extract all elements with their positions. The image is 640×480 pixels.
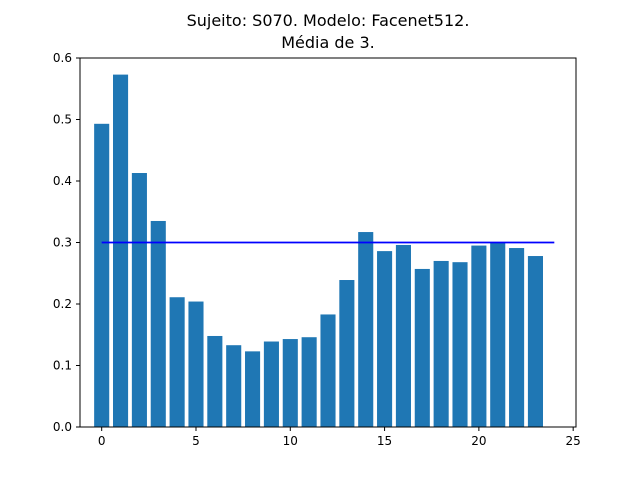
bar-19 [452,262,468,427]
x-tick-label: 10 [283,434,298,448]
x-tick-label: 15 [377,434,392,448]
bar-14 [358,232,374,427]
y-tick-label: 0.6 [53,51,72,65]
bar-4 [169,297,185,427]
bar-6 [207,335,223,427]
bar-21 [490,242,506,427]
bar-15 [377,251,393,427]
x-tick-label: 5 [192,434,200,448]
bar-7 [226,345,242,427]
chart-title-line-1: Sujeito: S070. Modelo: Facenet512. [186,11,470,30]
bar-18 [433,260,449,427]
bar-13 [339,280,355,427]
bar-1 [113,74,129,427]
y-tick-label: 0.3 [53,236,72,250]
bar-23 [527,256,543,427]
bar-2 [131,173,147,427]
bar-10 [282,339,298,427]
bar-series [94,74,543,428]
bar-8 [245,351,261,427]
chart-title-line-2: Média de 3. [281,33,375,52]
y-tick-label: 0.1 [53,359,72,373]
y-tick-label: 0.0 [53,420,72,434]
bar-9 [263,341,279,427]
y-axis-ticks: 0.0 0.1 0.2 0.3 0.4 0.5 0.6 [53,51,80,434]
bar-17 [414,268,430,427]
bar-5 [188,301,204,427]
bar-3 [150,220,166,427]
x-tick-label: 20 [471,434,486,448]
bar-20 [471,245,487,427]
x-tick-label: 25 [566,434,581,448]
bar-0 [94,123,110,428]
bar-22 [509,248,525,427]
bar-11 [301,337,317,427]
y-tick-label: 0.4 [53,174,72,188]
bar-16 [395,244,411,427]
y-tick-label: 0.2 [53,297,72,311]
x-axis-ticks: 0 5 10 15 20 25 [98,427,581,448]
y-tick-label: 0.5 [53,113,72,127]
x-tick-label: 0 [98,434,106,448]
bar-12 [320,314,336,427]
